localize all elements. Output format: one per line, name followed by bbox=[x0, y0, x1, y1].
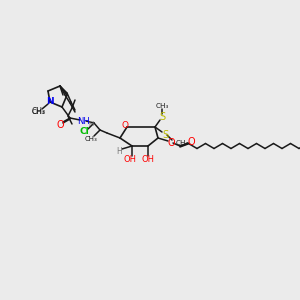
Text: O: O bbox=[187, 137, 195, 147]
Text: Cl: Cl bbox=[79, 128, 89, 136]
Text: NH: NH bbox=[76, 116, 89, 125]
Text: O: O bbox=[56, 120, 64, 130]
Text: S: S bbox=[162, 130, 168, 140]
Text: S: S bbox=[159, 112, 165, 122]
Text: H: H bbox=[116, 146, 122, 155]
Text: CH₃: CH₃ bbox=[32, 106, 46, 116]
Text: H: H bbox=[88, 121, 94, 127]
Text: OH: OH bbox=[142, 155, 154, 164]
Text: CH₃: CH₃ bbox=[176, 140, 189, 146]
Text: CH₃: CH₃ bbox=[155, 103, 169, 109]
Text: OH: OH bbox=[124, 155, 136, 164]
Text: CH₃: CH₃ bbox=[31, 109, 45, 115]
Text: CH₃: CH₃ bbox=[85, 136, 98, 142]
Text: N: N bbox=[46, 98, 54, 106]
Text: O: O bbox=[122, 121, 128, 130]
Text: O: O bbox=[167, 138, 175, 148]
